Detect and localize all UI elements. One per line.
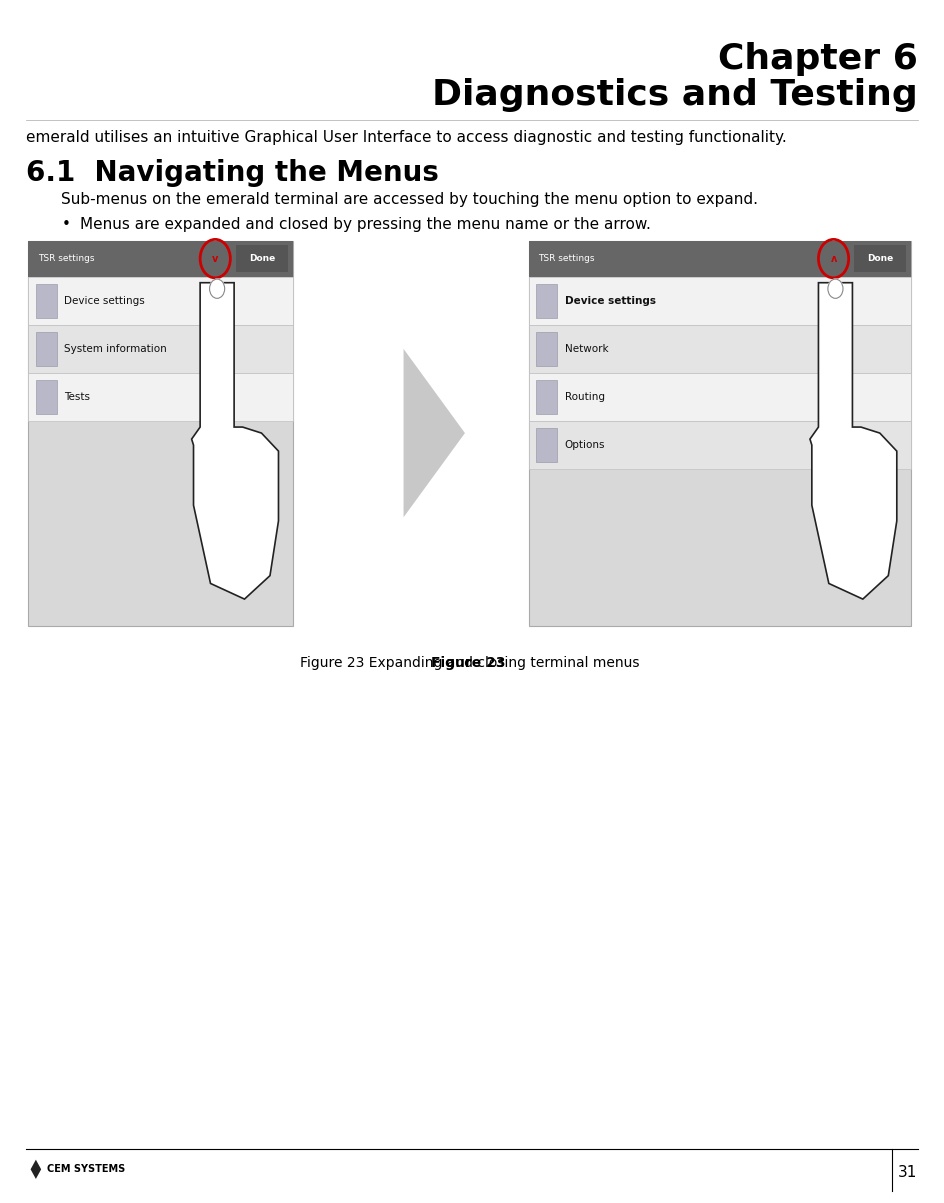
Circle shape: [828, 279, 843, 298]
Circle shape: [210, 279, 225, 298]
Bar: [536, 380, 557, 414]
Polygon shape: [404, 349, 465, 517]
Bar: [28, 325, 293, 373]
Text: Options: Options: [565, 440, 605, 450]
Text: Network: Network: [565, 344, 608, 354]
Bar: [236, 245, 288, 272]
Bar: [536, 428, 557, 462]
Text: ʌ: ʌ: [831, 254, 836, 263]
Text: Device settings: Device settings: [565, 296, 655, 306]
Text: Diagnostics and Testing: Diagnostics and Testing: [431, 78, 918, 112]
Text: Figure 23: Figure 23: [431, 656, 506, 670]
Bar: [36, 380, 57, 414]
Text: Device settings: Device settings: [64, 296, 145, 306]
Text: Sub-menus on the emerald terminal are accessed by touching the menu option to ex: Sub-menus on the emerald terminal are ac…: [61, 192, 758, 207]
Bar: [536, 332, 557, 366]
Bar: [28, 277, 293, 325]
Text: System information: System information: [64, 344, 167, 354]
Bar: [529, 325, 911, 373]
Text: Figure 23 Expanding and closing terminal menus: Figure 23 Expanding and closing terminal…: [300, 656, 639, 670]
Text: CEM SYSTEMS: CEM SYSTEMS: [47, 1165, 126, 1174]
Bar: [28, 373, 293, 421]
Text: emerald utilises an intuitive Graphical User Interface to access diagnostic and : emerald utilises an intuitive Graphical …: [26, 130, 787, 144]
Bar: [529, 241, 911, 277]
Text: 31: 31: [898, 1166, 918, 1180]
Bar: [28, 241, 293, 626]
Text: 6.1  Navigating the Menus: 6.1 Navigating the Menus: [26, 159, 439, 186]
Bar: [36, 332, 57, 366]
Text: TSR settings: TSR settings: [538, 254, 595, 263]
Text: •: •: [61, 217, 70, 231]
Text: Routing: Routing: [565, 392, 604, 402]
Polygon shape: [192, 283, 278, 599]
Text: Tests: Tests: [64, 392, 91, 402]
Text: Chapter 6: Chapter 6: [717, 42, 918, 76]
Bar: [529, 277, 911, 325]
Text: v: v: [212, 254, 218, 263]
Bar: [36, 284, 57, 318]
Bar: [854, 245, 906, 272]
Bar: [529, 373, 911, 421]
Bar: [529, 421, 911, 469]
Text: Menus are expanded and closed by pressing the menu name or the arrow.: Menus are expanded and closed by pressin…: [80, 217, 651, 231]
Text: Done: Done: [249, 254, 275, 263]
Bar: [536, 284, 557, 318]
Polygon shape: [30, 1160, 42, 1179]
Bar: [28, 241, 293, 277]
Bar: [529, 241, 911, 626]
Polygon shape: [810, 283, 897, 599]
Text: Done: Done: [868, 254, 893, 263]
Text: TSR settings: TSR settings: [38, 254, 94, 263]
